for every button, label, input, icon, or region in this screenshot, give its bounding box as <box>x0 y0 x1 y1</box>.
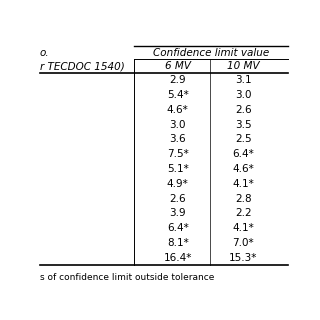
Text: 15.3*: 15.3* <box>229 253 258 263</box>
Text: 8.1*: 8.1* <box>167 238 188 248</box>
Text: 3.0: 3.0 <box>235 90 252 100</box>
Text: 4.1*: 4.1* <box>233 223 254 233</box>
Text: 2.6: 2.6 <box>169 194 186 204</box>
Text: 4.6*: 4.6* <box>167 105 188 115</box>
Text: 6 MV: 6 MV <box>165 61 191 71</box>
Text: 4.6*: 4.6* <box>233 164 254 174</box>
Text: 5.1*: 5.1* <box>167 164 188 174</box>
Text: 2.5: 2.5 <box>235 134 252 144</box>
Text: 7.5*: 7.5* <box>167 149 188 159</box>
Text: 2.6: 2.6 <box>235 105 252 115</box>
Text: 3.0: 3.0 <box>169 120 186 130</box>
Text: Confidence limit value: Confidence limit value <box>153 48 269 58</box>
Text: 10 MV: 10 MV <box>227 61 260 71</box>
Text: 3.6: 3.6 <box>169 134 186 144</box>
Text: 3.1: 3.1 <box>235 75 252 85</box>
Text: 4.9*: 4.9* <box>167 179 188 189</box>
Text: 2.8: 2.8 <box>235 194 252 204</box>
Text: 4.1*: 4.1* <box>233 179 254 189</box>
Text: 6.4*: 6.4* <box>167 223 188 233</box>
Text: r TECDOC 1540): r TECDOC 1540) <box>40 61 125 71</box>
Text: o.: o. <box>40 48 50 58</box>
Text: s of confidence limit outside tolerance: s of confidence limit outside tolerance <box>40 273 214 283</box>
Text: 16.4*: 16.4* <box>164 253 192 263</box>
Text: 6.4*: 6.4* <box>233 149 254 159</box>
Text: 2.2: 2.2 <box>235 208 252 218</box>
Text: 7.0*: 7.0* <box>233 238 254 248</box>
Text: 3.9: 3.9 <box>169 208 186 218</box>
Text: 2.9: 2.9 <box>169 75 186 85</box>
Text: 5.4*: 5.4* <box>167 90 188 100</box>
Text: 3.5: 3.5 <box>235 120 252 130</box>
